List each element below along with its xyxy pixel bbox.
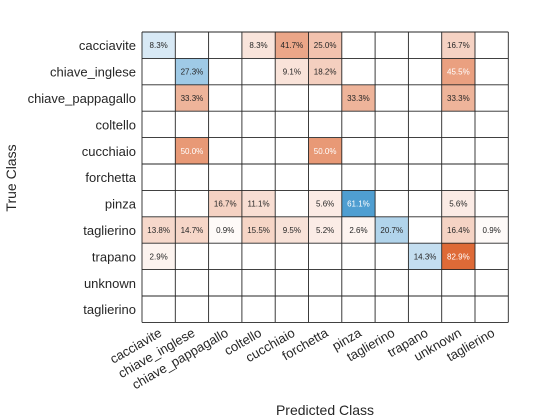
y-tick-label: cucchiaio	[82, 144, 136, 159]
cell-label-6-5: 5.6%	[316, 200, 334, 209]
cell-label-1-4: 9.1%	[283, 68, 301, 77]
cell-2-6	[341, 84, 376, 112]
cell-6-9	[441, 190, 475, 217]
cell-7-3	[241, 216, 276, 244]
cell-label-2-6: 33.3%	[347, 94, 370, 103]
cell-label-2-1: 33.3%	[181, 94, 204, 103]
cell-1-5	[308, 58, 342, 85]
cell-2-1	[175, 84, 209, 112]
cell-label-8-8: 14.3%	[414, 252, 437, 261]
cell-8-9	[441, 243, 475, 270]
y-tick-label: coltello	[96, 117, 136, 132]
cell-label-6-9: 5.6%	[449, 200, 467, 209]
y-tick-label: forchetta	[85, 170, 136, 185]
cell-6-5	[308, 190, 342, 217]
y-tick-label: chiave_inglese	[50, 65, 136, 80]
x-axis-label: Predicted Class	[276, 402, 374, 418]
y-axis-label: True Class	[3, 144, 19, 211]
cell-label-6-3: 11.1%	[248, 200, 270, 209]
cell-2-9	[441, 84, 475, 112]
y-tick-label: taglierino	[83, 223, 136, 238]
cell-label-7-4: 9.5%	[283, 226, 301, 235]
cell-label-4-5: 50.0%	[314, 147, 337, 156]
cell-label-7-1: 14.7%	[181, 226, 204, 235]
y-tick-label: chiave_pappagallo	[28, 91, 136, 106]
cell-6-2	[208, 190, 242, 217]
cell-7-5	[308, 216, 342, 244]
cell-1-1	[175, 58, 209, 85]
cell-label-7-6: 2.6%	[349, 226, 367, 235]
cell-label-2-9: 33.3%	[447, 94, 470, 103]
cell-8-8	[408, 243, 442, 270]
y-tick-label: unknown	[84, 276, 136, 291]
cell-label-0-9: 16.7%	[447, 41, 470, 50]
cell-label-0-5: 25.0%	[314, 41, 337, 50]
cell-label-7-2: 0.9%	[216, 226, 234, 235]
cell-7-0	[142, 216, 176, 244]
cell-label-4-1: 50.0%	[181, 147, 204, 156]
y-tick-label: taglierino	[83, 302, 136, 317]
cell-1-9	[441, 58, 475, 85]
cell-7-10	[475, 216, 509, 244]
cell-7-2	[208, 216, 242, 244]
y-tick-label: trapano	[92, 249, 136, 264]
cell-7-6	[341, 216, 376, 244]
cell-label-7-7: 20.7%	[380, 226, 403, 235]
cell-label-7-5: 5.2%	[316, 226, 334, 235]
cell-7-9	[441, 216, 475, 244]
cell-label-7-0: 13.8%	[147, 226, 170, 235]
cell-label-6-2: 16.7%	[214, 200, 237, 209]
cell-label-7-3: 15.5%	[247, 226, 270, 235]
cell-0-4	[275, 32, 309, 59]
cell-label-0-3: 8.3%	[249, 41, 267, 50]
cell-0-9	[441, 32, 475, 59]
cell-1-4	[275, 58, 309, 85]
cell-label-7-10: 0.9%	[483, 226, 501, 235]
cell-label-7-9: 16.4%	[447, 226, 470, 235]
cell-6-6	[341, 190, 376, 217]
cell-label-1-5: 18.2%	[314, 68, 337, 77]
cell-0-5	[308, 32, 342, 59]
cell-label-1-9: 45.5%	[447, 68, 470, 77]
cell-label-8-0: 2.9%	[150, 252, 168, 261]
y-tick-label: pinza	[105, 197, 137, 212]
y-tick-label: cacciavite	[79, 38, 136, 53]
cell-label-0-4: 41.7%	[281, 41, 304, 50]
cell-6-3	[241, 190, 276, 217]
grid-layer	[141, 31, 509, 323]
cell-4-1	[175, 137, 209, 164]
cell-7-7	[375, 216, 409, 244]
cell-7-4	[275, 216, 309, 244]
cell-0-0	[142, 32, 176, 59]
cell-8-0	[142, 243, 176, 270]
cells-layer: 8.3% 8.3% 41.7% 25.0% 16.7% 27.3% 9.1% 18.2% 45.…	[142, 32, 509, 270]
cell-label-8-9: 82.9%	[447, 252, 470, 261]
cell-label-1-1: 27.3%	[181, 68, 204, 77]
cell-7-1	[175, 216, 209, 244]
cell-0-3	[241, 32, 276, 59]
cell-label-6-6: 61.1%	[347, 200, 370, 209]
cell-label-0-0: 8.3%	[150, 41, 168, 50]
cell-4-5	[308, 137, 342, 164]
